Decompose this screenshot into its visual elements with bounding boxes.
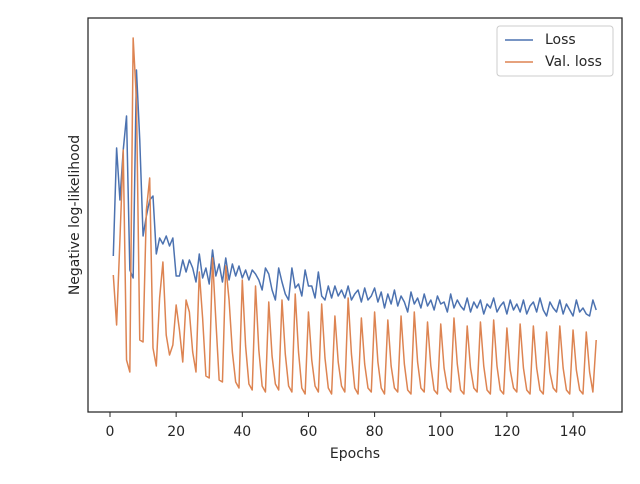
x-tick-label: 60 [300, 424, 318, 440]
series-line [112, 69, 597, 317]
x-axis-label: Epochs [330, 446, 380, 462]
plot-frame [87, 17, 623, 413]
x-tick-label: 20 [167, 424, 185, 440]
series-line [112, 37, 597, 395]
legend-label: Loss [545, 32, 576, 48]
x-tick-label: 120 [494, 424, 521, 440]
y-axis-label: Negative log-likelihood [67, 135, 83, 295]
x-tick-label: 0 [106, 424, 115, 440]
x-tick-label: 100 [427, 424, 454, 440]
x-tick-label: 40 [233, 424, 251, 440]
x-tick-label: 80 [366, 424, 384, 440]
x-tick-label: 140 [560, 424, 587, 440]
legend-label: Val. loss [545, 54, 602, 70]
legend-box [496, 25, 614, 77]
